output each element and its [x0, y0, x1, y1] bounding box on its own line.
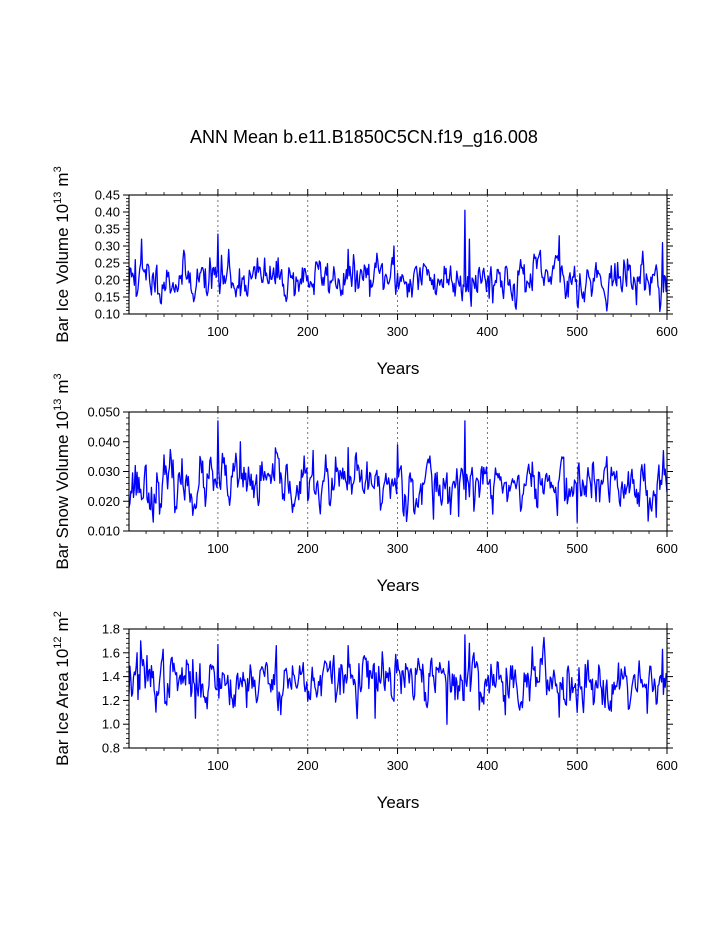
- chart-panel-1: 100 200 300 400 500 600 0.10 0.15 0.20 0.25 0.30 0.…: [52, 166, 678, 378]
- x-tick-label: 300: [387, 541, 409, 556]
- figure-title: ANN Mean b.e11.B1850C5CN.f19_g16.008: [190, 127, 538, 148]
- x-axis-title: Years: [377, 576, 420, 595]
- y-tick-label: 1.8: [102, 622, 120, 637]
- x-tick-label: 200: [297, 541, 319, 556]
- y-tick-label: 0.40: [95, 205, 120, 220]
- y-tick-label: 0.20: [95, 273, 120, 288]
- x-tick-label: 600: [656, 324, 678, 339]
- x-tick-label: 100: [207, 324, 229, 339]
- x-tick-label: 500: [566, 324, 588, 339]
- y-axis-title-main: Bar Snow Volume 10: [53, 411, 72, 570]
- y-axis-title-main: Bar Ice Area 10: [53, 649, 72, 766]
- y-tick-label: 1.2: [102, 693, 120, 708]
- y-axis-title: Bar Ice Volume 1013 m3: [52, 166, 72, 342]
- x-tick-label: 500: [566, 758, 588, 773]
- y-axis-title-unit-exponent: 2: [52, 611, 64, 617]
- y-tick-label: 1.4: [102, 669, 120, 684]
- x-tick-label: 100: [207, 758, 229, 773]
- y-tick-label: 0.45: [95, 188, 120, 203]
- y-tick-label: 0.25: [95, 256, 120, 271]
- y-tick-label: 0.010: [87, 524, 120, 539]
- x-tick-label: 400: [477, 324, 499, 339]
- x-tick-label: 400: [477, 758, 499, 773]
- x-tick-label: 200: [297, 324, 319, 339]
- x-tick-label: 300: [387, 758, 409, 773]
- chart-panel-2: 100 200 300 400 500 600 0.010 0.020 0.030 0.040 0.…: [52, 373, 678, 595]
- y-axis-title-unit: m: [53, 379, 72, 393]
- y-axis-title: Bar Snow Volume 1013 m3: [52, 373, 72, 569]
- plot-frame: [128, 194, 668, 315]
- y-axis-title: Bar Ice Area 1012 m2: [52, 611, 72, 766]
- plot-frame: [128, 628, 668, 749]
- x-axis-title: Years: [377, 359, 420, 378]
- y-axis-title-main: Bar Ice Volume 10: [53, 204, 72, 343]
- y-tick-label: 1.0: [102, 717, 120, 732]
- y-axis-title-exponent: 13: [52, 399, 64, 411]
- x-tick-label: 500: [566, 541, 588, 556]
- x-tick-label: 100: [207, 541, 229, 556]
- y-tick-label: 0.030: [87, 464, 120, 479]
- y-tick-label: 0.35: [95, 222, 120, 237]
- y-axis-title-exponent: 13: [52, 192, 64, 204]
- y-tick-label: 1.6: [102, 645, 120, 660]
- x-tick-label: 300: [387, 324, 409, 339]
- series-line: [128, 634, 668, 725]
- y-tick-label: 0.020: [87, 494, 120, 509]
- x-axis-title: Years: [377, 793, 420, 812]
- series-line: [128, 420, 668, 523]
- y-axis-title-unit: m: [53, 617, 72, 631]
- series-line: [128, 209, 668, 313]
- chart-panel-3: 100 200 300 400 500 600 0.8 1.0 1.2 1.4 1.6 1.8 Year…: [52, 611, 678, 812]
- y-tick-label: 0.050: [87, 405, 120, 420]
- y-tick-label: 0.15: [95, 290, 120, 305]
- x-tick-label: 400: [477, 541, 499, 556]
- y-tick-label: 0.30: [95, 239, 120, 254]
- y-tick-label: 0.10: [95, 307, 120, 322]
- y-axis-title-unit-exponent: 3: [52, 166, 64, 172]
- y-tick-label: 0.040: [87, 434, 120, 449]
- y-axis-title-exponent: 12: [52, 636, 64, 648]
- x-tick-label: 200: [297, 758, 319, 773]
- x-tick-label: 600: [656, 758, 678, 773]
- y-axis-title-unit-exponent: 3: [52, 373, 64, 379]
- y-tick-label: 0.8: [102, 741, 120, 756]
- x-tick-label: 600: [656, 541, 678, 556]
- y-axis-title-unit: m: [53, 172, 72, 186]
